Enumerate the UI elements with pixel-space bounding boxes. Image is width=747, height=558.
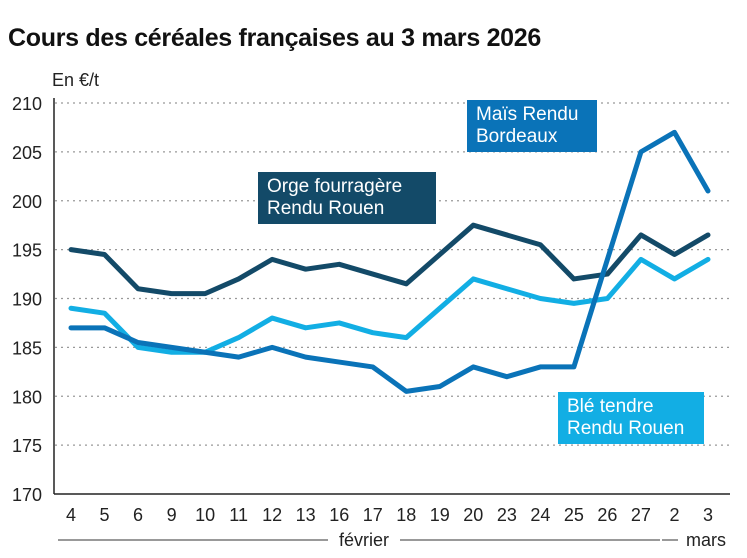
x-tick-label: 13 xyxy=(296,505,316,525)
x-tick-label: 23 xyxy=(497,505,517,525)
x-tick-label: 3 xyxy=(703,505,713,525)
x-tick-label: 24 xyxy=(530,505,550,525)
x-tick-label: 2 xyxy=(669,505,679,525)
y-tick-label: 190 xyxy=(12,290,42,310)
x-tick-label: 26 xyxy=(597,505,617,525)
y-tick-label: 175 xyxy=(12,436,42,456)
x-tick-label: 18 xyxy=(396,505,416,525)
x-tick-label: 19 xyxy=(430,505,450,525)
y-tick-label: 200 xyxy=(12,192,42,212)
y-axis-label: En €/t xyxy=(52,70,100,90)
y-tick-label: 195 xyxy=(12,241,42,261)
x-tick-label: 20 xyxy=(463,505,483,525)
x-tick-label: 6 xyxy=(133,505,143,525)
x-tick-label: 9 xyxy=(167,505,177,525)
month-label-mars: mars xyxy=(686,530,726,550)
series-line-1 xyxy=(68,256,711,355)
series-line-2 xyxy=(68,129,711,394)
y-tick-label: 170 xyxy=(12,485,42,505)
x-tick-label: 12 xyxy=(262,505,282,525)
y-tick-label: 185 xyxy=(12,338,42,358)
y-tick-label: 205 xyxy=(12,143,42,163)
chart-title: Cours des céréales françaises au 3 mars … xyxy=(8,24,541,52)
legend-label-orge: Orge fourragère Rendu Rouen xyxy=(258,172,436,224)
y-tick-label: 180 xyxy=(12,387,42,407)
month-label-fevrier: février xyxy=(339,530,389,550)
legend-label-mais: Maïs Rendu Bordeaux xyxy=(467,100,597,152)
x-tick-label: 5 xyxy=(100,505,110,525)
x-tick-label: 10 xyxy=(195,505,215,525)
x-tick-label: 16 xyxy=(329,505,349,525)
y-tick-label: 210 xyxy=(12,94,42,114)
x-tick-label: 27 xyxy=(631,505,651,525)
x-tick-label: 17 xyxy=(363,505,383,525)
x-tick-label: 11 xyxy=(229,505,248,525)
x-tick-label: 4 xyxy=(66,505,76,525)
x-tick-label: 25 xyxy=(564,505,584,525)
legend-label-ble: Blé tendre Rendu Rouen xyxy=(558,392,704,444)
